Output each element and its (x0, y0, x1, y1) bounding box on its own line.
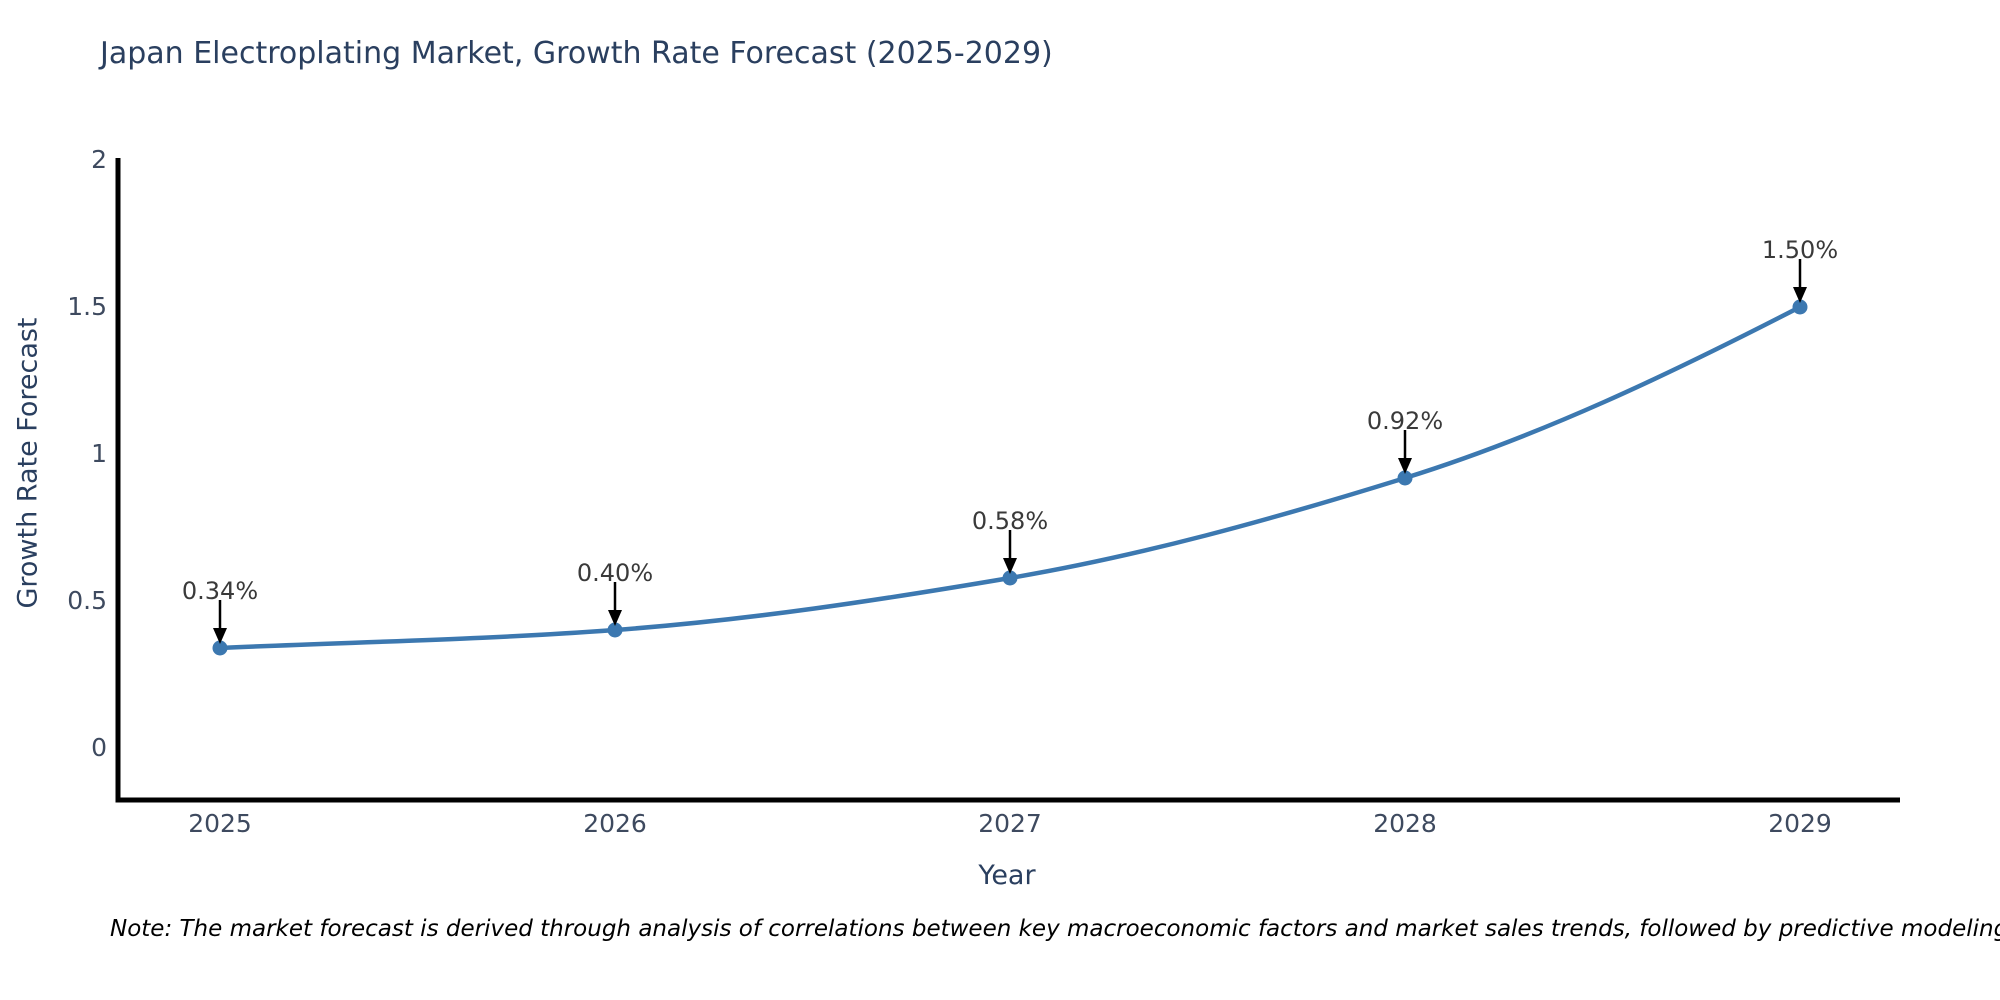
point-label-2029: 1.50% (1761, 236, 1839, 264)
y-tick-label-0_5: 0.5 (67, 586, 107, 615)
y-tick-label-2: 2 (91, 145, 107, 174)
x-tick-label-2028: 2028 (1373, 809, 1437, 838)
annotation-arrow-2025 (213, 600, 227, 644)
trend-line (217, 304, 1803, 651)
point-label-2026: 0.40% (576, 559, 654, 587)
chart-title: Japan Electroplating Market, Growth Rate… (100, 36, 1053, 71)
y-tick-label-0: 0 (91, 733, 107, 762)
annotation-arrow-2027 (1003, 530, 1017, 574)
x-tick-label-2029: 2029 (1768, 809, 1832, 838)
annotation-arrow-2029 (1793, 259, 1807, 303)
data-point-marker-2025 (212, 640, 228, 656)
y-tick-label-1_5: 1.5 (67, 292, 107, 321)
y-axis-title: Growth Rate Forecast (12, 317, 44, 609)
point-label-2028: 0.92% (1366, 407, 1444, 435)
chart-footnote: Note: The market forecast is derived thr… (110, 916, 2000, 942)
data-point-marker-2027 (1002, 570, 1018, 586)
x-axis-title: Year (978, 860, 1036, 891)
data-point-marker-2029 (1792, 299, 1808, 315)
y-tick-label-1: 1 (91, 439, 107, 468)
x-tick-label-2026: 2026 (583, 809, 647, 838)
x-tick-label-2027: 2027 (978, 809, 1042, 838)
x-tick-label-2025: 2025 (188, 809, 252, 838)
data-point-marker-2026 (607, 622, 623, 638)
annotation-arrow-2026 (608, 582, 622, 626)
point-label-2025: 0.34% (181, 577, 259, 605)
annotation-arrow-2028 (1398, 430, 1412, 474)
point-label-2027: 0.58% (971, 507, 1049, 535)
data-point-marker-2028 (1397, 470, 1413, 486)
